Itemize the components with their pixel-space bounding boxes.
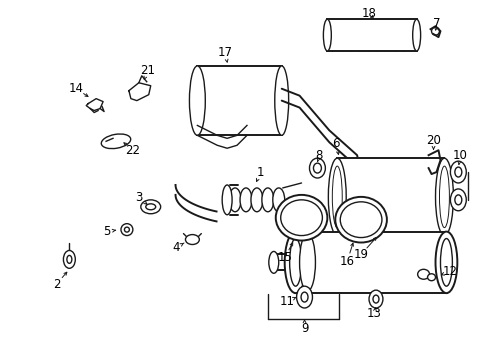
Ellipse shape: [332, 166, 342, 228]
Ellipse shape: [412, 19, 420, 51]
Ellipse shape: [454, 195, 461, 205]
Ellipse shape: [368, 290, 382, 308]
Text: 20: 20: [425, 134, 440, 147]
Text: 13: 13: [366, 307, 381, 320]
Ellipse shape: [121, 224, 133, 235]
Ellipse shape: [141, 200, 161, 214]
Text: 10: 10: [452, 149, 467, 162]
Ellipse shape: [67, 255, 72, 264]
Text: 17: 17: [217, 46, 232, 59]
Ellipse shape: [352, 160, 365, 182]
Ellipse shape: [250, 188, 263, 212]
Ellipse shape: [439, 166, 448, 228]
Ellipse shape: [289, 239, 301, 286]
Text: 5: 5: [103, 225, 110, 238]
Ellipse shape: [185, 235, 199, 244]
Ellipse shape: [340, 202, 381, 238]
Text: 11: 11: [280, 294, 295, 307]
Ellipse shape: [268, 251, 278, 273]
Ellipse shape: [101, 134, 130, 149]
Text: 6: 6: [332, 137, 339, 150]
Ellipse shape: [372, 295, 378, 303]
Text: 12: 12: [442, 265, 457, 278]
Text: 21: 21: [140, 64, 155, 77]
Ellipse shape: [124, 227, 129, 232]
Ellipse shape: [63, 251, 75, 268]
Text: 2: 2: [53, 278, 60, 291]
Text: 22: 22: [125, 144, 140, 157]
Bar: [197, 66, 281, 135]
Ellipse shape: [262, 188, 273, 212]
Bar: [337, 158, 444, 235]
Ellipse shape: [435, 231, 456, 293]
Text: 4: 4: [172, 241, 180, 254]
Ellipse shape: [189, 66, 205, 135]
Ellipse shape: [454, 167, 461, 177]
Ellipse shape: [229, 188, 241, 212]
Ellipse shape: [272, 188, 284, 212]
Ellipse shape: [313, 163, 321, 173]
Ellipse shape: [274, 66, 288, 135]
Text: 1: 1: [257, 166, 264, 179]
Ellipse shape: [284, 231, 306, 293]
Ellipse shape: [301, 292, 307, 302]
Ellipse shape: [417, 269, 428, 279]
Ellipse shape: [296, 286, 312, 308]
Ellipse shape: [435, 158, 452, 235]
Ellipse shape: [449, 189, 466, 211]
Text: 19: 19: [353, 248, 368, 261]
Bar: [326, 19, 416, 51]
Ellipse shape: [323, 19, 331, 51]
Text: 14: 14: [69, 82, 83, 95]
Text: 15: 15: [277, 251, 291, 264]
Ellipse shape: [275, 195, 326, 240]
Ellipse shape: [145, 204, 155, 210]
Ellipse shape: [280, 200, 322, 235]
Ellipse shape: [222, 185, 232, 215]
Ellipse shape: [240, 188, 251, 212]
Ellipse shape: [335, 197, 386, 243]
Text: 9: 9: [300, 322, 307, 336]
Ellipse shape: [327, 158, 346, 235]
Text: 16: 16: [339, 255, 354, 268]
Ellipse shape: [309, 158, 325, 178]
Bar: [295, 231, 446, 293]
Text: 3: 3: [135, 192, 142, 204]
Ellipse shape: [299, 234, 315, 291]
Ellipse shape: [427, 274, 435, 281]
Text: 8: 8: [315, 149, 323, 162]
Ellipse shape: [449, 161, 466, 183]
Text: 7: 7: [432, 17, 439, 30]
Text: 18: 18: [361, 7, 376, 20]
Ellipse shape: [440, 239, 451, 286]
